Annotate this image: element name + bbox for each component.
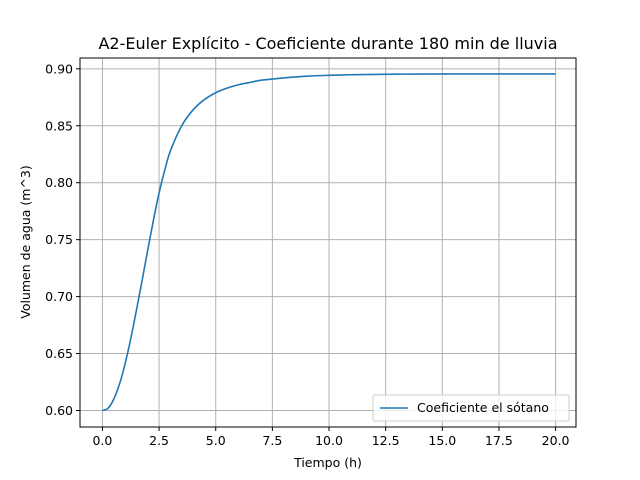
x-tick-label: 10.0	[315, 433, 343, 448]
legend-box	[372, 394, 570, 422]
legend: Coeficiente el sótano	[372, 394, 570, 422]
axis-ticks: 0.0 2.5 5.0 7.5 10.0 12.5 15.0 17.5 20.0 0.60 0.65…	[45, 61, 569, 448]
series-line	[102, 73, 556, 412]
chart-title: A2-Euler Explícito - Coeficiente durante…	[98, 34, 557, 53]
y-tick-label: 0.65	[45, 346, 73, 361]
x-tick-label: 12.5	[372, 433, 400, 448]
legend-label: Coeficiente el sótano	[417, 400, 549, 415]
y-tick-label: 0.60	[45, 403, 73, 418]
y-axis-label: Volumen de agua (m^3)	[18, 165, 33, 319]
x-tick-label: 7.5	[262, 433, 282, 448]
y-tick-label: 0.70	[45, 289, 73, 304]
x-tick-label: 15.0	[428, 433, 456, 448]
x-tick-label: 17.5	[485, 433, 513, 448]
x-axis-label: Tiempo (h)	[293, 455, 362, 470]
y-tick-label: 0.75	[45, 232, 73, 247]
x-tick-label: 0.0	[92, 433, 112, 448]
y-tick-label: 0.85	[45, 118, 73, 133]
x-tick-label: 2.5	[149, 433, 169, 448]
plot-area	[79, 57, 577, 428]
y-tick-label: 0.90	[45, 61, 73, 76]
y-tick-label: 0.80	[45, 175, 73, 190]
x-tick-label: 5.0	[206, 433, 226, 448]
x-tick-label: 20.0	[542, 433, 570, 448]
series-layer	[102, 73, 556, 412]
